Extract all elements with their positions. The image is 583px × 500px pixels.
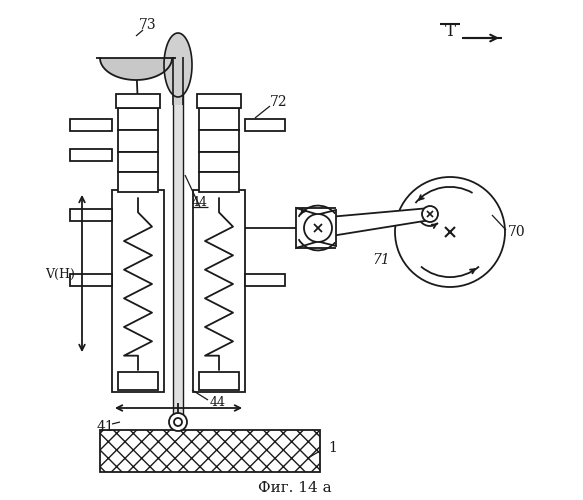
Bar	[197, 94, 241, 108]
Text: V(H): V(H)	[45, 268, 75, 280]
Polygon shape	[317, 208, 431, 238]
Bar	[118, 130, 158, 152]
Bar	[245, 274, 285, 286]
Text: 41: 41	[96, 420, 114, 434]
Bar	[70, 149, 112, 161]
Text: Фиг. 14 а: Фиг. 14 а	[258, 481, 332, 495]
Polygon shape	[100, 58, 172, 80]
Text: Т: Т	[444, 24, 455, 40]
Bar	[116, 94, 160, 108]
Text: 73: 73	[139, 18, 157, 32]
Circle shape	[395, 177, 505, 287]
Bar	[70, 209, 112, 221]
Bar	[118, 152, 158, 172]
Text: 44: 44	[210, 396, 226, 408]
Text: 72: 72	[270, 95, 287, 109]
Circle shape	[304, 214, 332, 242]
Circle shape	[169, 413, 187, 431]
Text: 71: 71	[372, 253, 390, 267]
Circle shape	[174, 418, 182, 426]
Text: 1: 1	[328, 441, 337, 455]
Bar	[70, 274, 112, 286]
Bar	[199, 172, 239, 192]
Bar	[118, 172, 158, 192]
Bar	[118, 108, 158, 130]
Circle shape	[422, 206, 438, 222]
Bar	[173, 45, 183, 415]
Bar	[112, 190, 164, 392]
Bar	[199, 108, 239, 130]
Bar	[70, 119, 112, 131]
Polygon shape	[320, 210, 336, 246]
Text: 44: 44	[192, 196, 208, 208]
Text: 70: 70	[508, 225, 526, 239]
Bar	[173, 57, 183, 105]
Bar	[193, 190, 245, 392]
Polygon shape	[296, 208, 316, 248]
Bar	[199, 152, 239, 172]
Bar	[118, 372, 158, 390]
Bar	[199, 130, 239, 152]
Bar	[199, 372, 239, 390]
Bar	[100, 430, 320, 472]
Bar	[245, 119, 285, 131]
Polygon shape	[164, 33, 192, 97]
